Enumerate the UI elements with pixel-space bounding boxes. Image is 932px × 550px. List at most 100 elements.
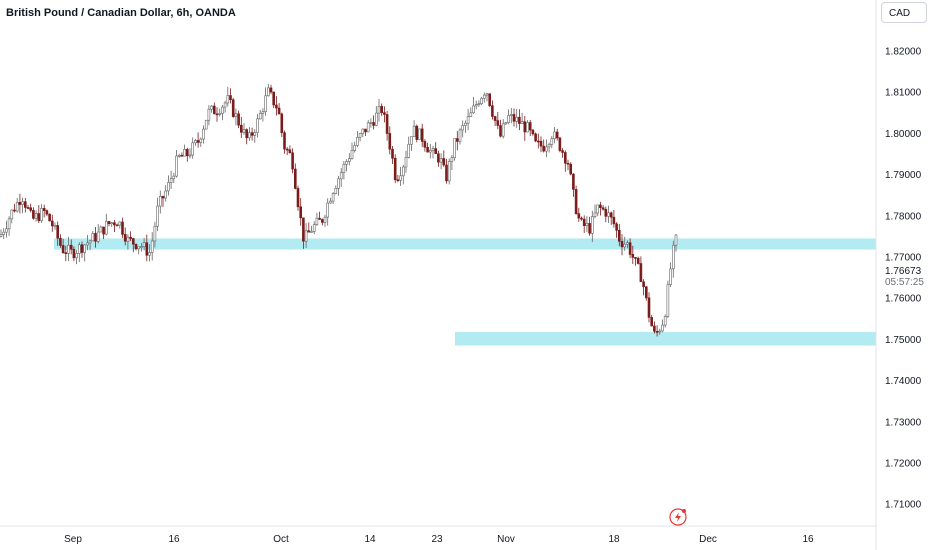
candle-body-73 [196,140,200,143]
candle-body-233 [628,242,632,255]
candle-body-189 [509,114,513,116]
candle-body-209 [563,152,567,164]
candle-body-221 [596,204,600,214]
candle-body-180 [485,93,489,96]
candle-body-81 [218,113,221,115]
candle-body-48 [129,236,132,239]
candle-body-122 [329,200,332,204]
candle-body-175 [472,105,475,114]
candle-body-235 [634,257,637,259]
last-price-label: 1.76673 [885,266,922,277]
price-axis[interactable]: 1.82000 1.81000 1.80000 1.79000 1.78000 1.770… [885,47,922,511]
candle-body-202 [545,146,548,152]
candle-body-85 [229,95,232,101]
price-tick-4: 1.78000 [885,211,922,222]
candle-body-203 [547,144,551,148]
candle-body-31 [83,244,86,253]
candle-body-2 [5,228,8,233]
candle-body-164 [442,158,446,166]
candle-body-243 [655,331,659,333]
candle-body-129 [347,158,351,162]
candle-body-110 [296,188,300,208]
candle-body-52 [140,246,143,248]
candle-body-43 [115,224,119,227]
candle-body-88 [237,113,240,126]
candles [0,83,678,337]
candle-body-95 [256,118,259,133]
candle-body-19 [50,220,54,227]
candle-body-42 [113,222,116,226]
candle-body-39 [105,221,108,235]
candle-body-208 [561,150,564,153]
candle-body-246 [663,316,667,326]
last-price-marker: 1.76673 05:57:25 [885,266,924,288]
candle-body-69 [186,149,189,157]
candle-body-56 [150,240,154,253]
candle-body-184 [496,120,500,126]
candle-body-128 [345,161,348,165]
candle-body-192 [518,116,521,124]
candle-body-197 [531,129,535,135]
candle-body-108 [291,152,294,170]
candle-body-214 [577,213,581,219]
candle-body-66 [177,154,181,157]
candle-body-89 [240,124,243,133]
candle-body-50 [134,243,138,250]
candle-body-6 [15,202,19,212]
candle-body-26 [69,244,73,250]
candle-body-80 [215,113,219,116]
candle-body-37 [99,226,103,233]
candle-body-67 [180,154,184,157]
time-tick-6: 18 [608,534,620,545]
candle-body-124 [334,188,338,194]
candle-body-237 [639,263,643,283]
time-tick-5: Nov [497,534,515,545]
currency-selector[interactable]: CAD [881,2,927,23]
candle-body-83 [223,102,227,108]
price-tick-10: 1.72000 [885,459,922,470]
candle-body-84 [226,95,230,104]
candle-body-12 [32,210,35,219]
time-tick-4: 23 [431,534,443,545]
candle-body-75 [202,128,205,140]
candle-body-13 [34,213,38,219]
candle-body-59 [159,196,162,207]
candle-body-244 [658,330,662,333]
candle-body-195 [526,122,529,133]
candle-body-217 [585,223,589,226]
candle-body-238 [642,281,645,288]
candle-body-205 [553,131,556,140]
candle-body-144 [388,133,392,150]
candle-body-15 [40,208,43,222]
time-axis[interactable]: Sep 16 Oct 14 23 Nov 18 Dec 16 [64,534,814,545]
candle-body-157 [423,141,427,148]
candle-body-182 [491,105,494,117]
candle-body-163 [439,158,443,163]
candle-body-41 [110,222,113,225]
candle-body-90 [242,129,246,133]
candle-body-133 [358,133,362,138]
candle-body-142 [383,112,386,115]
candle-body-115 [310,231,313,233]
candle-body-54 [145,242,149,256]
candle-body-231 [623,243,627,248]
candle-body-47 [126,236,130,242]
candle-body-63 [169,178,173,183]
candle-body-1 [2,231,6,235]
candle-body-158 [426,147,429,153]
lightning-icon[interactable] [669,508,687,526]
candle-body-25 [67,244,70,254]
zone-0 [54,238,876,250]
candle-body-245 [661,324,664,332]
candle-body-162 [437,153,440,163]
candle-body-174 [469,112,473,117]
candle-body-58 [156,205,159,227]
candle-body-93 [250,132,254,136]
candle-body-179 [482,94,486,99]
candle-body-183 [493,116,497,121]
candle-body-169 [455,138,459,142]
candle-body-11 [29,207,33,211]
candle-body-194 [523,121,527,133]
candle-body-28 [75,253,78,259]
